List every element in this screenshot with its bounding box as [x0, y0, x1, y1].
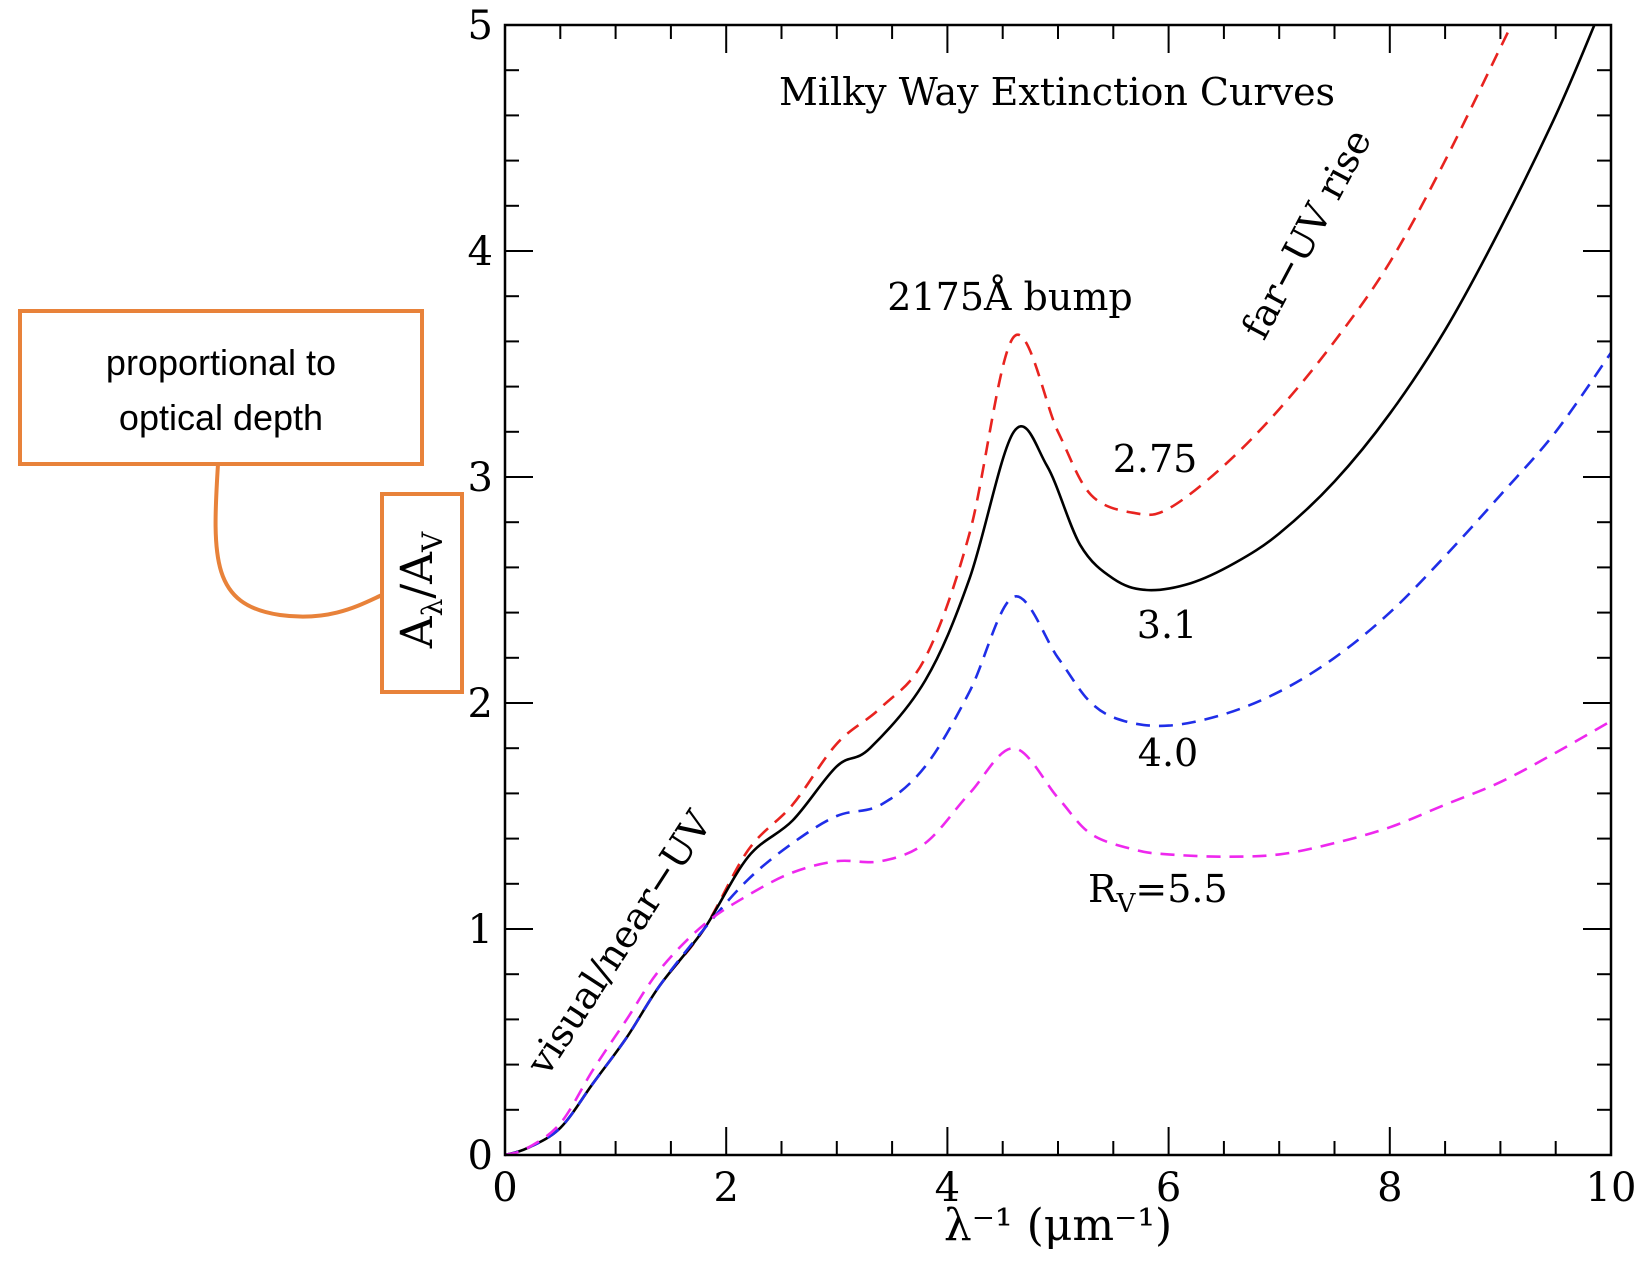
x-tick-label: 2 — [713, 1165, 738, 1211]
y-tick-label: 2 — [468, 681, 493, 727]
y-tick-label: 0 — [468, 1133, 493, 1179]
callout-text-line2: optical depth — [119, 397, 323, 438]
callout-text-line1: proportional to — [106, 342, 336, 383]
series-label-3-1: 3.1 — [1137, 603, 1197, 647]
tick-labels: 0 2 4 6 8 10 0 1 2 3 4 5 — [468, 3, 1637, 1211]
callout-connector — [213, 463, 383, 619]
series-line-r-v-5-5 — [504, 719, 1612, 1157]
x-axis-label: λ⁻¹ (μm⁻¹) — [944, 1200, 1172, 1251]
annotation-bump: 2175Å bump — [887, 275, 1132, 319]
x-tick-label: 0 — [492, 1165, 517, 1211]
series-label-2-75: 2.75 — [1113, 437, 1198, 481]
x-tick-label: 4 — [935, 1165, 960, 1211]
y-tick-label: 5 — [468, 3, 493, 49]
y-axis-label-highlight — [380, 492, 464, 694]
x-tick-label: 10 — [1586, 1165, 1637, 1211]
axis-ticks — [504, 24, 1612, 1156]
callout-box — [18, 309, 424, 466]
annotation-near-uv: visual/near−UV — [517, 803, 720, 1083]
series-line-4-0 — [504, 351, 1613, 1157]
y-tick-label: 1 — [468, 907, 493, 953]
series-curves — [504, 24, 1613, 1157]
annotation-far-uv: far−UV rise — [1233, 122, 1380, 346]
y-tick-label: 4 — [468, 229, 493, 275]
series-label-4-0: 4.0 — [1138, 731, 1198, 775]
y-tick-label: 3 — [468, 455, 493, 501]
x-tick-label: 8 — [1377, 1165, 1402, 1211]
series-label-r-v-5-5: RV=5.5 — [1088, 867, 1228, 919]
x-tick-label: 6 — [1156, 1165, 1181, 1211]
chart-title: Milky Way Extinction Curves — [779, 70, 1335, 114]
plot-frame — [503, 23, 1613, 1157]
y-axis-label: Aλ/AV — [392, 531, 449, 649]
series-line-2-75 — [504, 24, 1513, 1157]
series-line-3-1 — [504, 24, 1596, 1157]
